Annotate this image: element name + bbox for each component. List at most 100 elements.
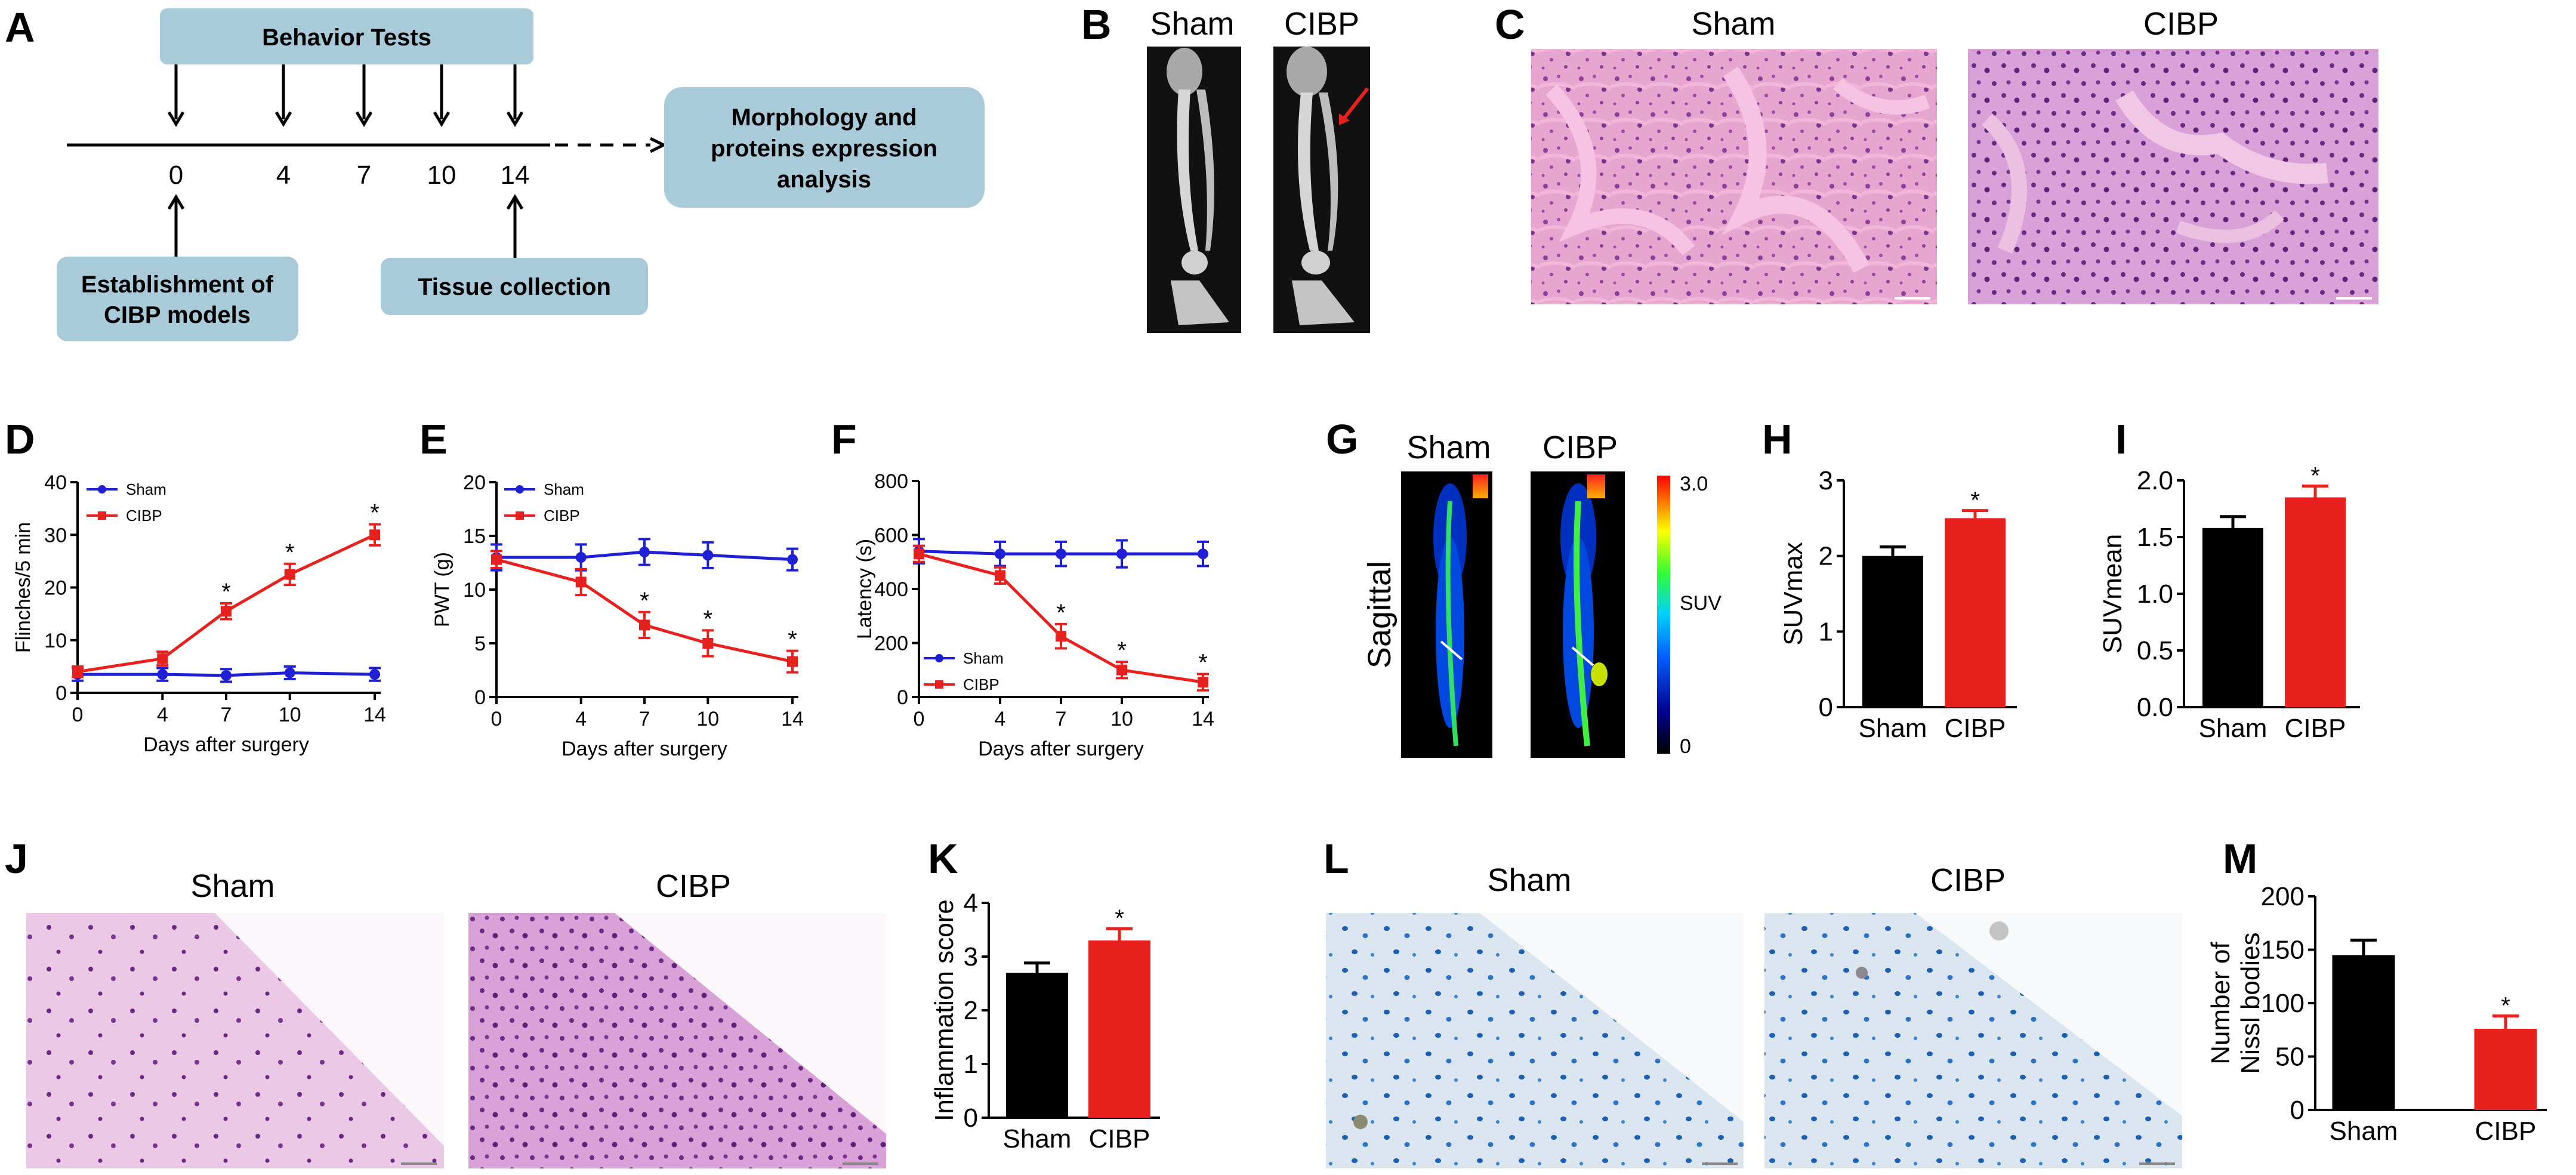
behavior-arrowhead — [167, 111, 185, 127]
category-label: CIBP — [2285, 714, 2346, 743]
suv-scale-min: 0 — [1680, 735, 1691, 758]
chart-f-latency: 0 200 400 600 800 0 4 7 10 14 Days after surgery La… — [853, 470, 1214, 760]
bar — [1862, 556, 1923, 707]
y-tick-label: 0.5 — [2137, 636, 2173, 665]
y-axis-label: Latency (s) — [853, 539, 876, 639]
x-tick-label: 10 — [696, 708, 719, 730]
y-tick-label: 50 — [2275, 1043, 2304, 1072]
data-point — [639, 547, 650, 557]
y-tick-label: 150 — [2261, 936, 2304, 965]
morphology-line-1: Morphology and — [731, 104, 917, 131]
pet-title-cibp: CIBP — [1542, 430, 1618, 465]
day-label: 10 — [427, 161, 456, 190]
histology-title-cibp: CIBP — [2143, 6, 2219, 42]
y-tick-label: 200 — [2261, 882, 2304, 911]
y-tick-label: 40 — [44, 471, 67, 494]
legend-marker — [98, 511, 106, 520]
y-tick-label: 1.0 — [2137, 579, 2173, 609]
establishment-line-1: Establishment of — [81, 272, 274, 298]
significance-star: * — [1115, 905, 1124, 932]
category-label: Sham — [1003, 1124, 1072, 1154]
panel-labels: A B C D E F G H I J K L M — [5, 1, 2257, 882]
timeline-arrowhead — [649, 137, 667, 153]
legend-marker — [516, 511, 524, 520]
y-axis-label: Flinches/5 min — [12, 522, 35, 653]
panel-j-histology: Sham CIBP — [26, 868, 886, 1168]
data-point — [575, 552, 587, 563]
y-tick-label: 0 — [2290, 1096, 2304, 1125]
legend-marker — [516, 485, 524, 494]
chart-h-suvmax: 0 1 2 3 Sham CIBP * SUVmax — [1779, 466, 2017, 743]
pet-image-cibp — [1531, 471, 1625, 758]
x-tick-label: 7 — [639, 708, 650, 730]
data-point — [702, 638, 714, 649]
data-point — [1198, 548, 1208, 560]
y-tick-label: 5 — [474, 633, 486, 655]
significance-star: * — [285, 539, 295, 566]
tissue-box — [381, 258, 648, 315]
panel-label-m: M — [2223, 835, 2257, 882]
behavior-arrowhead — [506, 111, 524, 127]
data-point — [491, 554, 502, 565]
behavior-tests-label: Behavior Tests — [262, 24, 431, 51]
category-label: CIBP — [1089, 1124, 1150, 1154]
suv-scale-max: 3.0 — [1680, 473, 1708, 495]
significance-star: * — [1970, 488, 1980, 514]
y-tick-label: 0 — [964, 1103, 978, 1133]
drg-he-image-cibp — [468, 913, 886, 1168]
y-tick-label: 10 — [44, 630, 67, 652]
category-label: Sham — [2199, 714, 2268, 743]
xray-image-sham — [1147, 47, 1241, 333]
y-tick-label: 3 — [1819, 466, 1833, 495]
significance-star: * — [2310, 463, 2320, 489]
bar — [1945, 518, 2006, 707]
data-point — [369, 529, 380, 541]
behavior-arrows — [167, 64, 524, 127]
panel-label-i: I — [2115, 416, 2127, 462]
significance-star: * — [1198, 650, 1208, 676]
x-tick-label: 0 — [491, 708, 502, 730]
legend-label: CIBP — [963, 676, 999, 693]
behavior-tests-box — [160, 8, 533, 64]
legend-label: CIBP — [544, 507, 580, 525]
behavior-arrowhead — [274, 111, 292, 127]
y-tick-label: 200 — [874, 633, 908, 655]
x-axis-label: Days after surgery — [562, 738, 727, 760]
y-axis-label: PWT (g) — [431, 552, 454, 627]
suv-scale-unit: SUV — [1680, 592, 1722, 615]
significance-star: * — [703, 606, 712, 632]
panel-label-c: C — [1495, 1, 1525, 48]
data-point — [1056, 548, 1066, 560]
y-tick-label: 400 — [874, 578, 908, 601]
x-tick-label: 0 — [72, 704, 84, 726]
drg-he-title-cibp: CIBP — [656, 868, 731, 904]
drg-he-title-sham: Sham — [190, 868, 274, 904]
morphology-box — [664, 87, 985, 208]
y-tick-label: 2 — [964, 996, 978, 1025]
y-tick-label: 10 — [463, 579, 486, 602]
x-tick-label: 0 — [914, 708, 925, 730]
y-axis-label: Nissl bodies — [2236, 932, 2265, 1074]
day-label: 7 — [357, 161, 371, 190]
legend-label: Sham — [544, 480, 584, 498]
x-tick-label: 4 — [575, 708, 587, 730]
data-point — [369, 669, 380, 680]
data-point — [157, 653, 168, 664]
behavior-arrowhead — [433, 111, 451, 127]
data-point — [575, 576, 587, 588]
x-tick-label: 14 — [781, 708, 804, 730]
legend-marker — [935, 680, 943, 689]
panel-label-g: G — [1326, 416, 1358, 462]
data-point — [72, 666, 83, 677]
chart-d-flinches: 0 10 20 30 40 0 4 7 10 14 Days after surgery Flinch… — [12, 471, 386, 756]
data-point — [284, 569, 295, 580]
x-tick-label: 7 — [1056, 708, 1067, 730]
bar — [1006, 973, 1068, 1118]
panel-label-b: B — [1081, 1, 1112, 48]
panel-label-l: L — [1324, 835, 1349, 882]
panel-a-timeline: Behavior Tests 0 4 7 10 14 Morphology an… — [57, 8, 985, 341]
nissl-image-cibp — [1764, 913, 2182, 1168]
data-point — [157, 669, 168, 680]
y-axis-label: SUVmean — [2098, 534, 2127, 654]
significance-star: * — [370, 500, 380, 526]
